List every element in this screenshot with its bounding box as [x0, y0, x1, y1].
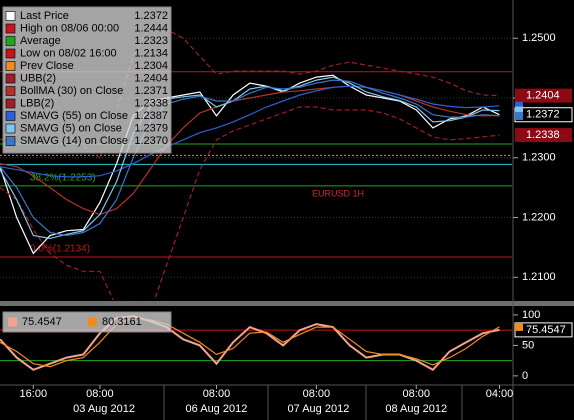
legend-label: LBB(2)	[20, 97, 54, 109]
legend-value: 1.2379	[134, 122, 168, 134]
x-tick-label: 08:00	[303, 388, 331, 400]
series-line	[0, 106, 500, 300]
legend-label: Low on 08/02 16:00	[20, 47, 117, 59]
y-tick-label: 50	[522, 339, 534, 351]
y-tick-label: 1.2300	[522, 152, 556, 164]
legend-swatch	[5, 73, 16, 84]
axis-marker	[515, 111, 523, 120]
axis-tag-label: 1.2338	[526, 129, 560, 141]
x-tick-label: 08:00	[203, 388, 231, 400]
legend-label: Last Price	[20, 10, 69, 22]
legend-box	[2, 311, 172, 333]
legend-swatch	[5, 23, 16, 34]
legend-label: BollMA (30) on Close	[20, 85, 123, 97]
legend-value: 1.2404	[134, 72, 168, 84]
legend-value: 1.2387	[134, 110, 168, 122]
series-line	[0, 76, 500, 240]
series-line	[0, 317, 500, 368]
legend-label: Average	[20, 35, 61, 47]
legend-value: 1.2134	[134, 47, 168, 59]
legend-box	[2, 6, 172, 154]
legend-value: 1.2372	[134, 10, 168, 22]
y-tick-label: 100	[522, 309, 540, 321]
y-tick-label: 0	[522, 370, 528, 382]
axis-tag	[515, 88, 572, 103]
legend-value: 1.2371	[134, 85, 168, 97]
axis-tag-label: 75.4547	[526, 324, 566, 336]
legend-label: SMAVG (14) on Close	[20, 135, 128, 147]
fib-label: 0.0%(1.2134)	[30, 244, 90, 255]
y-tick-label: 1.2200	[522, 211, 556, 223]
date-label: 08 Aug 2012	[385, 403, 447, 415]
series-line	[0, 315, 500, 372]
x-tick-label: 08:00	[86, 388, 114, 400]
date-label: 06 Aug 2012	[186, 403, 248, 415]
legend-value: 80.3161	[102, 316, 142, 328]
legend-value: 1.2370	[134, 135, 168, 147]
legend-swatch	[5, 123, 16, 134]
axis-marker	[515, 106, 523, 115]
legend-swatch	[8, 317, 17, 327]
series-line	[0, 74, 500, 255]
series-line	[0, 79, 500, 237]
legend-value: 1.2304	[134, 60, 168, 72]
legend-value: 1.2323	[134, 35, 168, 47]
legend-label: Prev Close	[20, 60, 74, 72]
legend-value: 1.2444	[134, 22, 168, 34]
legend-swatch	[88, 317, 97, 327]
legend-swatch	[5, 111, 16, 121]
x-tick-label: 16:00	[20, 388, 48, 400]
series-line	[0, 25, 500, 159]
day-separators	[163, 385, 463, 420]
legend-swatch	[5, 61, 16, 71]
legend-swatch	[5, 11, 16, 21]
legend-swatch	[5, 36, 16, 46]
legend-label: High on 08/06 00:00	[20, 22, 119, 34]
axis-tag-label: 1.2404	[526, 90, 560, 102]
legend-swatch	[5, 86, 16, 96]
fib-label: 38.2%(1.2253)	[30, 172, 96, 183]
axis-marker	[515, 101, 523, 110]
axis-tag-label: 1.2372	[526, 109, 560, 121]
date-label: 07 Aug 2012	[288, 403, 350, 415]
plot-area	[0, 315, 512, 372]
legend-swatch	[5, 48, 16, 59]
legend-label: UBB(2)	[20, 72, 56, 84]
series-line	[0, 85, 500, 178]
annotation: EURUSD 1H	[312, 188, 364, 198]
legend-value: 1.2338	[134, 97, 168, 109]
axis-marker	[515, 322, 523, 331]
legend-value: 75.4547	[22, 316, 62, 328]
y-tick-label: 1.2500	[522, 32, 556, 44]
legend-label: SMAVG (55) on Close	[20, 110, 128, 122]
x-tick-label: 08:00	[402, 388, 430, 400]
series-line	[0, 85, 500, 216]
legend-label: SMAVG (5) on Close	[20, 122, 122, 134]
date-label: 03 Aug 2012	[73, 403, 135, 415]
axis-tag	[515, 128, 572, 143]
panel-separator	[0, 301, 574, 306]
legend-swatch	[5, 98, 16, 109]
x-tick-label: 04:00	[486, 388, 514, 400]
legend-swatch	[5, 136, 16, 146]
y-tick-label: 1.2100	[522, 271, 556, 283]
